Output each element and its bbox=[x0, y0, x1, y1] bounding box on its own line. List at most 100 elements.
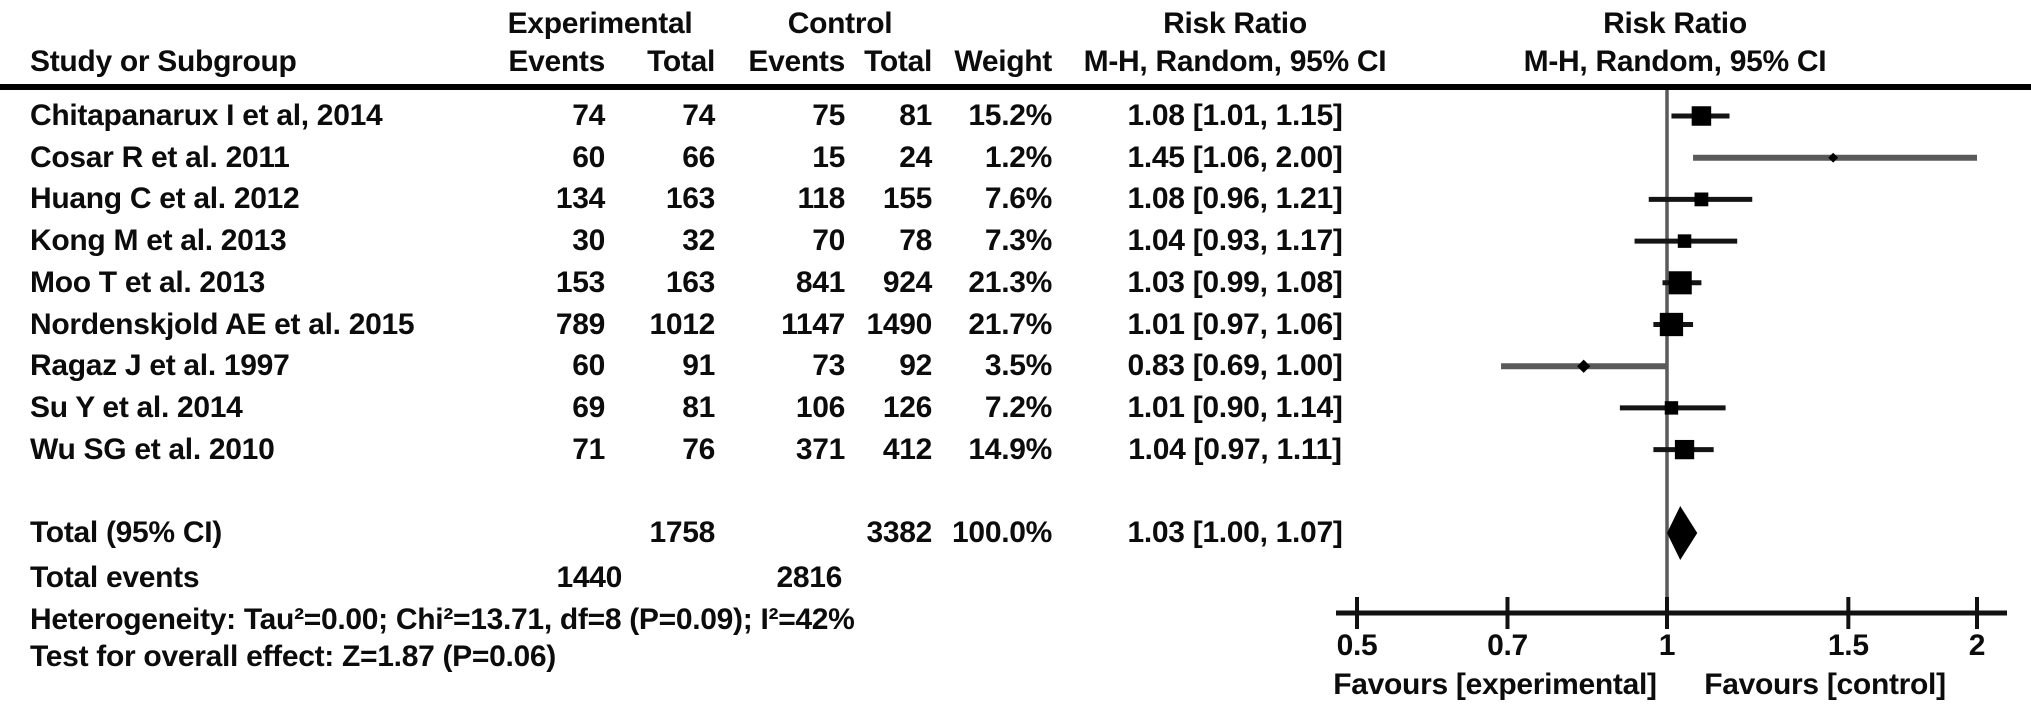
table-row: Cosar R et al. 2011 60 66 15 24 1.2% 1.4… bbox=[0, 137, 1420, 179]
study-column-header: Study or Subgroup bbox=[30, 45, 297, 78]
experimental-total-cell: 163 bbox=[665, 182, 715, 216]
experimental-total-cell: 32 bbox=[682, 224, 715, 258]
control-events-cell: 106 bbox=[795, 390, 845, 424]
study-name: Wu SG et al. 2010 bbox=[30, 432, 275, 466]
experimental-total-cell: 76 bbox=[682, 432, 715, 466]
total-row: Total (95% CI) 1758 3382 100.0% 1.03 [1.… bbox=[0, 512, 1420, 554]
weight-cell: 7.3% bbox=[984, 224, 1052, 258]
weight-cell: 3.5% bbox=[984, 349, 1052, 383]
axis-tick-label: 0.7 bbox=[1487, 629, 1528, 662]
control-total-cell: 155 bbox=[882, 182, 932, 216]
control-total-cell: 126 bbox=[882, 390, 932, 424]
weight-cell: 14.9% bbox=[968, 432, 1052, 466]
risk-ratio-cell: 1.01 [0.97, 1.06] bbox=[1127, 307, 1343, 341]
experimental-events-cell: 153 bbox=[555, 265, 605, 299]
risk-ratio-cell: 1.04 [0.93, 1.17] bbox=[1127, 224, 1343, 258]
effect-marker bbox=[1674, 439, 1695, 460]
table-row: Chitapanarux I et al, 2014 74 74 75 81 1… bbox=[0, 95, 1420, 137]
total-events-experimental: 1440 bbox=[556, 561, 622, 594]
study-name: Nordenskjold AE et al. 2015 bbox=[30, 307, 415, 341]
weight-cell: 7.2% bbox=[984, 390, 1052, 424]
control-total-cell: 92 bbox=[899, 349, 932, 383]
risk-ratio-cell: 1.45 [1.06, 2.00] bbox=[1127, 140, 1343, 174]
control-events-cell: 1147 bbox=[781, 307, 845, 341]
weight-column-header: Weight bbox=[954, 45, 1052, 78]
experimental-events-cell: 789 bbox=[555, 307, 605, 341]
favours-right-label: Favours [control] bbox=[1704, 668, 1946, 701]
total-events-control: 2816 bbox=[776, 561, 842, 594]
total-label: Total (95% CI) bbox=[30, 516, 222, 549]
axis-tick-label: 0.5 bbox=[1337, 629, 1378, 662]
experimental-events-cell: 30 bbox=[572, 224, 605, 258]
table-row: Huang C et al. 2012 134 163 118 155 7.6%… bbox=[0, 178, 1420, 220]
weight-cell: 1.2% bbox=[984, 140, 1052, 174]
total-experimental-total: 1758 bbox=[649, 516, 715, 549]
favours-left-label: Favours [experimental] bbox=[1333, 668, 1657, 701]
total-weight: 100.0% bbox=[952, 516, 1052, 549]
total-events-label: Total events bbox=[30, 561, 200, 594]
effect-marker bbox=[1694, 192, 1709, 207]
control-total-cell: 78 bbox=[899, 224, 932, 258]
effect-marker bbox=[1664, 401, 1679, 415]
control-total-cell: 1490 bbox=[866, 307, 932, 341]
experimental-events-cell: 74 bbox=[572, 99, 605, 132]
experimental-events-cell: 69 bbox=[572, 390, 605, 424]
effect-marker bbox=[1659, 312, 1684, 337]
control-total-cell: 412 bbox=[882, 432, 932, 466]
study-name: Moo T et al. 2013 bbox=[30, 265, 265, 299]
control-events-cell: 118 bbox=[797, 182, 846, 216]
weight-cell: 21.3% bbox=[968, 265, 1052, 299]
table-row: Kong M et al. 2013 30 32 70 78 7.3% 1.04… bbox=[0, 220, 1420, 262]
study-name: Ragaz J et al. 1997 bbox=[30, 349, 290, 383]
risk-ratio-column-title: Risk Ratio bbox=[1163, 7, 1307, 40]
total-control-total: 3382 bbox=[866, 516, 932, 549]
control-total-header: Total bbox=[864, 45, 932, 78]
control-events-cell: 15 bbox=[812, 140, 845, 174]
experimental-events-header: Events bbox=[508, 45, 605, 78]
study-name: Chitapanarux I et al, 2014 bbox=[30, 99, 383, 132]
header-separator-line bbox=[0, 84, 2031, 90]
table-row: Nordenskjold AE et al. 2015 789 1012 114… bbox=[0, 304, 1420, 346]
control-events-cell: 371 bbox=[795, 432, 845, 466]
axis-tick-label: 2 bbox=[1969, 629, 1985, 662]
total-diamond bbox=[1667, 506, 1698, 560]
effect-marker bbox=[1668, 271, 1692, 295]
control-total-cell: 81 bbox=[899, 99, 932, 132]
axis-tick-label: 1 bbox=[1659, 629, 1675, 662]
control-total-cell: 24 bbox=[899, 140, 932, 174]
control-group-header: Control bbox=[787, 7, 893, 40]
effect-marker bbox=[1828, 152, 1839, 163]
risk-ratio-cell: 0.83 [0.69, 1.00] bbox=[1127, 349, 1343, 383]
risk-ratio-cell: 1.04 [0.97, 1.11] bbox=[1128, 432, 1342, 466]
table-row: Wu SG et al. 2010 71 76 371 412 14.9% 1.… bbox=[0, 429, 1420, 471]
plot-column-subheader: M-H, Random, 95% CI bbox=[1523, 45, 1827, 78]
total-events-row: Total events 1440 2816 bbox=[0, 557, 1420, 599]
experimental-total-cell: 74 bbox=[682, 99, 715, 132]
control-total-cell: 924 bbox=[882, 265, 932, 299]
study-name: Su Y et al. 2014 bbox=[30, 390, 243, 424]
risk-ratio-cell: 1.01 [0.90, 1.14] bbox=[1127, 390, 1343, 424]
experimental-total-header: Total bbox=[647, 45, 715, 78]
effect-marker bbox=[1577, 359, 1591, 373]
control-events-cell: 75 bbox=[812, 99, 845, 132]
experimental-events-cell: 134 bbox=[555, 182, 605, 216]
experimental-events-cell: 71 bbox=[572, 432, 605, 466]
experimental-events-cell: 60 bbox=[572, 140, 605, 174]
table-row: Moo T et al. 2013 153 163 841 924 21.3% … bbox=[0, 262, 1420, 304]
risk-ratio-cell: 1.08 [1.01, 1.15] bbox=[1127, 99, 1343, 132]
experimental-total-cell: 1012 bbox=[649, 307, 715, 341]
forest-plot-svg: 0.5 0.7 1 1.5 2 Favours [experimental] Favours… bbox=[1333, 90, 2007, 701]
weight-cell: 7.6% bbox=[984, 182, 1052, 216]
effect-marker bbox=[1691, 106, 1712, 126]
study-name: Huang C et al. 2012 bbox=[30, 182, 300, 216]
control-events-cell: 841 bbox=[795, 265, 845, 299]
experimental-total-cell: 66 bbox=[682, 140, 715, 174]
risk-ratio-cell: 1.08 [0.96, 1.21] bbox=[1127, 182, 1343, 216]
overall-effect-text: Test for overall effect: Z=1.87 (P=0.06) bbox=[30, 640, 556, 673]
experimental-events-cell: 60 bbox=[572, 349, 605, 383]
heterogeneity-text: Heterogeneity: Tau²=0.00; Chi²=13.71, df… bbox=[30, 603, 855, 636]
risk-ratio-column-subheader: M-H, Random, 95% CI bbox=[1083, 45, 1387, 78]
experimental-total-cell: 163 bbox=[665, 265, 715, 299]
experimental-group-header: Experimental bbox=[507, 7, 693, 40]
